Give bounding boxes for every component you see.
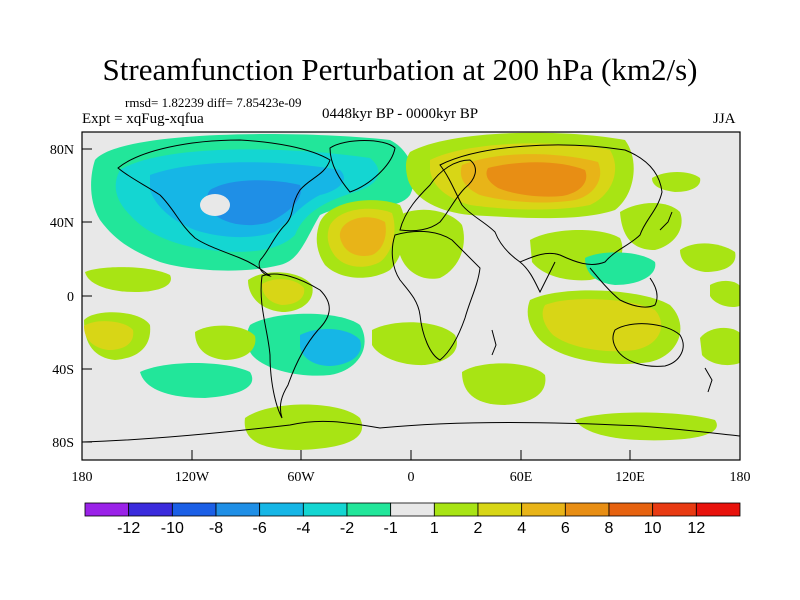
colorbar-label: 2 bbox=[474, 520, 483, 537]
season-label: JJA bbox=[713, 111, 736, 127]
contour-pos-west-pacific-trop bbox=[85, 267, 171, 292]
colorbar-label: -8 bbox=[209, 520, 223, 537]
x-label-180w: 180 bbox=[72, 470, 93, 485]
colorbar-cell bbox=[608, 502, 654, 517]
coast-antarctica bbox=[82, 420, 740, 443]
colorbar-cell bbox=[302, 502, 348, 517]
coast-north-america bbox=[117, 139, 331, 277]
coast-eurasia bbox=[439, 144, 663, 265]
colorbar-label: -6 bbox=[253, 520, 267, 537]
axis-ticks bbox=[81, 148, 741, 460]
contour-pos-south-indian bbox=[462, 363, 546, 405]
colorbar-label: -4 bbox=[296, 520, 310, 537]
contour-neg-south-atlantic bbox=[372, 322, 457, 366]
y-label-0: 0 bbox=[67, 290, 74, 305]
colorbar-cell bbox=[433, 502, 479, 517]
contour-pos-indian-ocean-2 bbox=[542, 298, 662, 352]
contour-pos-pacific-far-n bbox=[652, 172, 701, 192]
contour-hole-canada bbox=[200, 194, 230, 216]
coast-southeast-asia bbox=[589, 267, 658, 308]
colorbar-label: -2 bbox=[340, 520, 354, 537]
contour-pos-east-pacific-s-2 bbox=[84, 321, 134, 350]
x-axis-labels: 180 120W 60W 0 60E 120E 180 bbox=[72, 470, 751, 485]
x-label-60w: 60W bbox=[287, 470, 315, 485]
colorbar-label: 10 bbox=[644, 520, 662, 537]
contour-pos-pacific-ne bbox=[680, 243, 736, 272]
contour-neg-far-south-pacific bbox=[140, 363, 253, 398]
coast-new-zealand bbox=[704, 367, 713, 393]
x-label-120e: 120E bbox=[615, 470, 645, 485]
x-label-180e: 180 bbox=[730, 470, 751, 485]
contour-pos-pacific-nw bbox=[620, 203, 682, 250]
contour-pos-central-asia bbox=[397, 209, 464, 279]
contour-pos-pacific-s bbox=[195, 325, 256, 360]
colorbar-cell bbox=[171, 502, 217, 517]
experiment-label: Expt = xqFug-xqfua bbox=[82, 111, 204, 127]
colorbar-cell bbox=[84, 502, 130, 517]
plot-title: Streamfunction Perturbation at 200 hPa (… bbox=[102, 52, 698, 87]
coastlines bbox=[82, 139, 740, 443]
period-label: 0448kyr BP - 0000kyr BP bbox=[322, 106, 479, 122]
colorbar-label: 1 bbox=[430, 520, 439, 537]
colorbar-label: 8 bbox=[605, 520, 614, 537]
coast-japan bbox=[659, 211, 673, 231]
x-label-60e: 60E bbox=[510, 470, 533, 485]
colorbar-cell bbox=[128, 502, 173, 517]
colorbar-cell bbox=[259, 502, 304, 517]
colorbar-label: -1 bbox=[384, 520, 398, 537]
colorbar-label: -10 bbox=[161, 520, 184, 537]
coast-madagascar bbox=[491, 329, 497, 356]
colorbar-cell bbox=[564, 502, 610, 517]
colorbar-label: 4 bbox=[517, 520, 526, 537]
coast-greenland bbox=[329, 140, 396, 193]
contour-neg-north-america-4 bbox=[206, 180, 301, 226]
coast-europe bbox=[399, 159, 476, 232]
colorbar-cell bbox=[390, 502, 435, 517]
colorbar bbox=[84, 502, 741, 517]
y-axis-labels: 80N 40N 0 40S 80S bbox=[50, 143, 74, 451]
y-label-80n: 80N bbox=[50, 143, 74, 158]
coast-australia bbox=[612, 323, 684, 367]
contour-pos-atlantic-3 bbox=[339, 217, 386, 256]
coast-south-america bbox=[260, 273, 330, 419]
y-label-40n: 40N bbox=[50, 216, 74, 231]
coast-india bbox=[519, 261, 556, 294]
colorbar-label: 12 bbox=[687, 520, 705, 537]
colorbar-cell bbox=[346, 502, 392, 517]
field-contours bbox=[84, 132, 740, 450]
colorbar-cell bbox=[477, 502, 523, 517]
colorbar-label: 6 bbox=[561, 520, 570, 537]
y-label-80s: 80S bbox=[52, 436, 74, 451]
colorbar-label: -12 bbox=[117, 520, 140, 537]
x-label-120w: 120W bbox=[175, 470, 210, 485]
contour-pos-south-america-2 bbox=[262, 279, 305, 305]
contour-neg-south-pacific-2 bbox=[300, 328, 361, 366]
x-label-0: 0 bbox=[408, 470, 415, 485]
coast-africa bbox=[391, 230, 481, 361]
contour-pos-pacific-se-2 bbox=[710, 280, 740, 307]
contour-neg-pacific-n bbox=[585, 252, 656, 285]
colorbar-cell bbox=[215, 502, 261, 517]
y-label-40s: 40S bbox=[52, 363, 74, 378]
contour-pos-antarctic bbox=[244, 404, 363, 450]
rmsd-diff-stats: rmsd= 1.82239 diff= 7.85423e-09 bbox=[125, 95, 302, 110]
colorbar-cell bbox=[652, 502, 697, 517]
contour-pos-pacific-se bbox=[700, 327, 740, 366]
colorbar-cell bbox=[695, 502, 741, 517]
colorbar-cell bbox=[521, 502, 566, 517]
colorbar-labels: -12 -10 -8 -6 -4 -2 -1 1 2 4 6 8 10 12 bbox=[117, 520, 705, 537]
contour-pos-eurasia-4 bbox=[486, 162, 587, 197]
